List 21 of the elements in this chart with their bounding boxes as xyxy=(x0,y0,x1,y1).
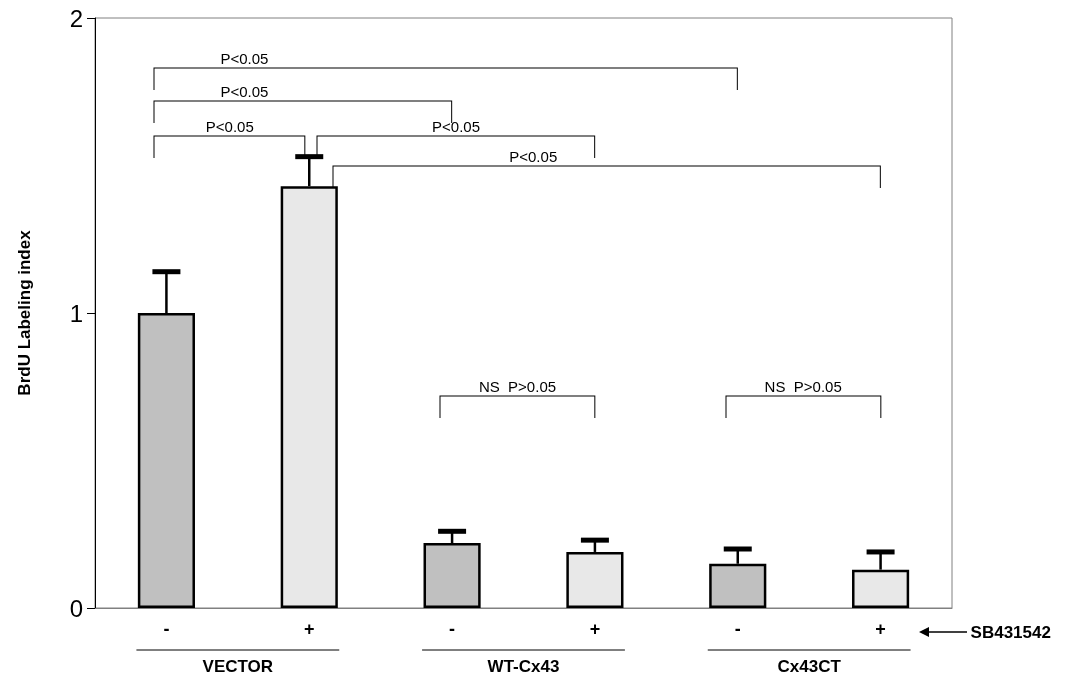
x-tick-label: + xyxy=(589,619,601,639)
y-axis-title: BrdU Labeling index xyxy=(15,229,34,396)
text: Cx43CT xyxy=(777,657,842,676)
x-tick-label: + xyxy=(875,619,886,639)
text: WT-Cx43 xyxy=(487,657,560,676)
annotation: P<0.05 xyxy=(205,118,254,135)
x-tick-label: + xyxy=(303,619,315,639)
y-tick-label: 2 xyxy=(69,4,83,32)
annotation: NS P>0.05 xyxy=(764,377,842,395)
annotation: NS P>0.05 xyxy=(478,377,557,395)
y-tick-label: 1 xyxy=(69,299,83,327)
annotation: P<0.05 xyxy=(220,82,269,100)
annotation: P<0.05 xyxy=(432,118,481,135)
annotation: P<0.05 xyxy=(509,147,558,165)
x-tick-label: - xyxy=(449,619,456,639)
text: VECTOR xyxy=(202,657,274,676)
annotation: P<0.05 xyxy=(220,50,269,68)
text: SB431542 xyxy=(970,622,1051,642)
x-tick-label: - xyxy=(734,619,741,639)
x-tick-label: - xyxy=(163,619,170,639)
y-tick-label: 0 xyxy=(69,594,83,622)
